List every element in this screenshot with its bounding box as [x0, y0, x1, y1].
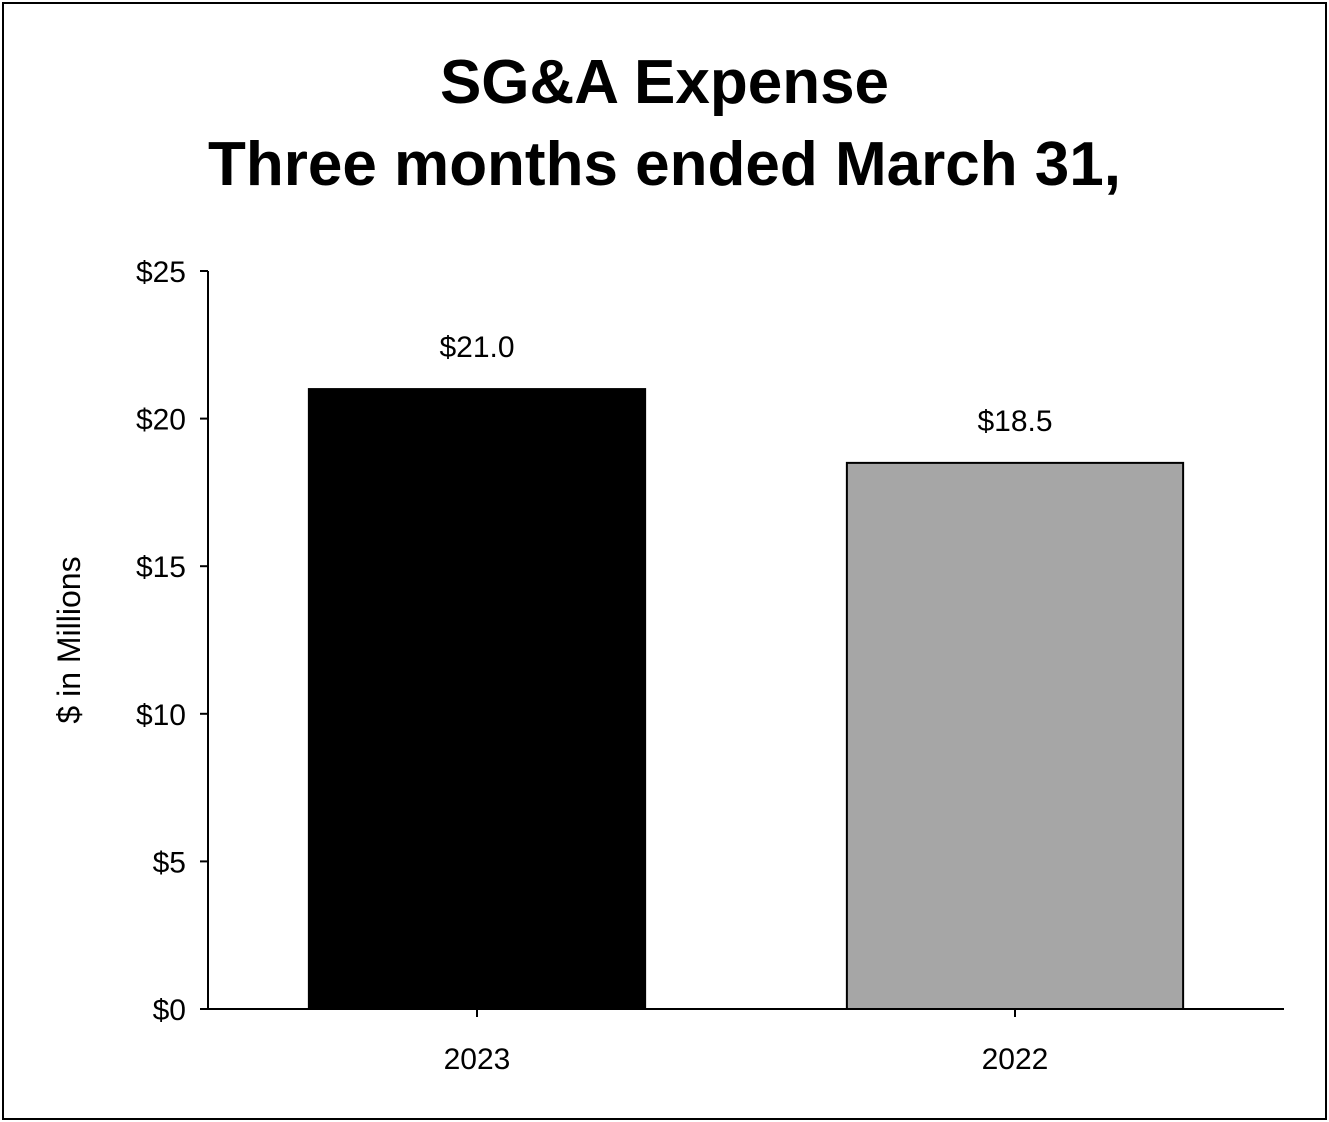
- chart-subtitle: Three months ended March 31,: [208, 130, 1121, 199]
- y-tick-label: $20: [136, 404, 186, 437]
- x-tick-label: 2023: [444, 1043, 511, 1076]
- chart-title: SG&A Expense: [439, 48, 890, 117]
- y-tick-label: $15: [136, 551, 186, 584]
- bar-2023: [307, 388, 647, 1010]
- y-tick-label: $5: [153, 846, 186, 879]
- x-axis-ticks: 2023 2022: [444, 1009, 1049, 1076]
- data-labels: $21.0 $18.5: [439, 331, 1052, 438]
- data-label: $18.5: [977, 405, 1052, 438]
- x-tick-label: 2022: [982, 1043, 1049, 1076]
- bar-2022: [845, 461, 1185, 1010]
- y-tick-label: $25: [136, 256, 186, 289]
- y-axis-ticks: $0 $5 $10 $15 $20 $25: [136, 256, 208, 1027]
- y-tick-label: $0: [153, 994, 186, 1027]
- y-tick-label: $10: [136, 699, 186, 732]
- bars: [307, 388, 1185, 1010]
- data-label: $21.0: [439, 331, 514, 364]
- y-axis-title: $ in Millions: [51, 556, 87, 723]
